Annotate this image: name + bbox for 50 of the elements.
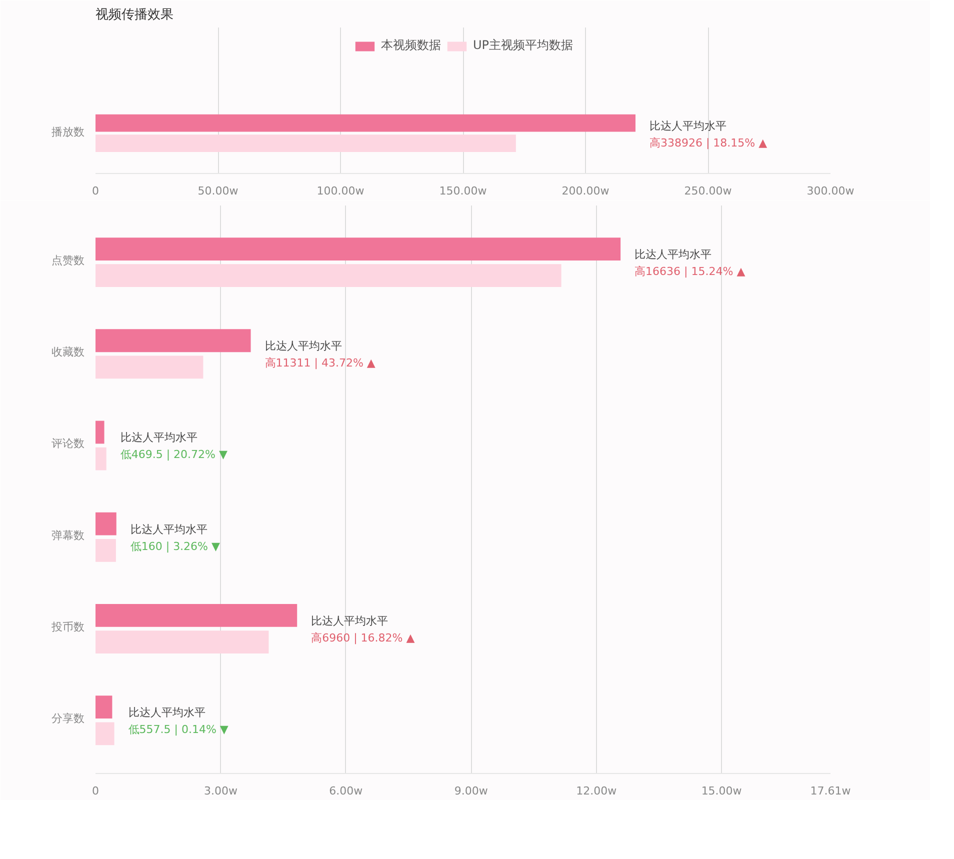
annotation: 比达人平均水平 xyxy=(130,522,208,536)
bar xyxy=(96,604,298,627)
bar xyxy=(96,420,104,444)
bar xyxy=(96,238,621,260)
annotation: 比达人平均水平 xyxy=(634,248,712,261)
annotation: 低160 | 3.26% ▼ xyxy=(130,540,221,553)
bar xyxy=(96,538,116,562)
annotation: 低557.5 | 0.14% ▼ xyxy=(128,723,229,736)
y-tick-label: 点赞数 xyxy=(52,254,84,267)
bar xyxy=(96,264,562,288)
annotation: 比达人平均水平 xyxy=(264,340,342,353)
bar xyxy=(96,630,269,654)
annotation: 比达人平均水平 xyxy=(128,706,206,720)
x-tick-label: 0 xyxy=(92,184,99,198)
annotation: 低469.5 | 20.72% ▼ xyxy=(120,448,228,462)
annotation: 高16636 | 15.24% ▲ xyxy=(634,264,746,278)
annotation: 比达人平均水平 xyxy=(649,119,726,132)
bar xyxy=(96,329,251,352)
annotation: 比达人平均水平 xyxy=(311,614,388,628)
x-tick-label: 250.00w xyxy=(684,184,732,198)
x-tick-label: 100.00w xyxy=(316,184,364,198)
legend-label: 本视频数据 xyxy=(380,37,441,54)
x-tick-label: 3.00w xyxy=(204,784,238,798)
x-tick-label: 6.00w xyxy=(329,784,363,798)
bar xyxy=(96,696,112,719)
annotation: 高338926 | 18.15% ▲ xyxy=(649,136,768,150)
x-tick-label: 300.00w xyxy=(806,184,854,198)
bar xyxy=(96,512,116,536)
x-tick-label: 9.00w xyxy=(454,784,488,798)
bar xyxy=(96,356,204,379)
y-tick-label: 投币数 xyxy=(50,620,84,634)
bar xyxy=(96,447,106,470)
x-tick-label: 17.61w xyxy=(810,784,851,798)
annotation: 比达人平均水平 xyxy=(120,431,198,444)
annotation: 高6960 | 16.82% ▲ xyxy=(311,631,416,644)
x-tick-label: 50.00w xyxy=(198,184,238,198)
chart-title: 视频传播效果 xyxy=(96,8,174,22)
y-tick-label: 收藏数 xyxy=(52,346,84,359)
y-tick-label: 播放数 xyxy=(52,125,84,138)
y-tick-label: 弹幕数 xyxy=(52,528,84,542)
x-tick-label: 0 xyxy=(92,784,99,798)
x-tick-label: 150.00w xyxy=(439,184,487,198)
y-tick-label: 分享数 xyxy=(52,712,84,726)
bar xyxy=(96,722,114,746)
x-tick-label: 12.00w xyxy=(576,784,617,798)
annotation: 高11311 | 43.72% ▲ xyxy=(264,356,376,370)
x-tick-label: 15.00w xyxy=(701,784,742,798)
legend-label: UP主视频平均数据 xyxy=(472,37,574,54)
y-tick-label: 评论数 xyxy=(52,437,84,450)
x-tick-label: 200.00w xyxy=(562,184,610,198)
